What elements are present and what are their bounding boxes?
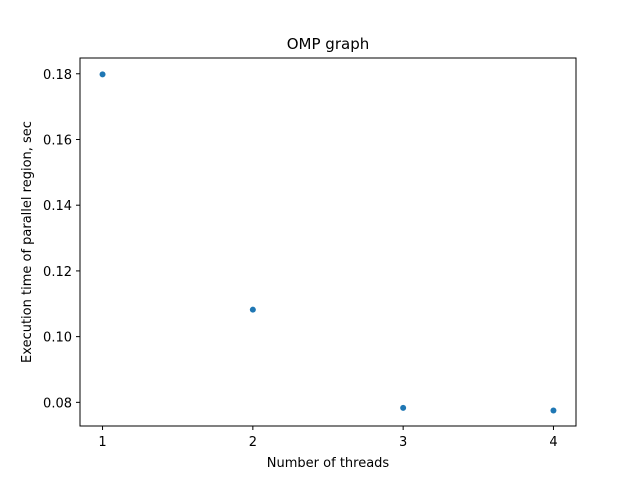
x-tick-label: 1 [98, 435, 106, 450]
y-tick-label: 0.10 [43, 331, 72, 346]
y-tick-label: 0.18 [43, 68, 72, 83]
y-axis-ticks: 0.08 0.10 0.12 0.14 0.16 0.18 [43, 68, 80, 411]
x-tick-label: 3 [399, 435, 407, 450]
data-points [99, 71, 557, 414]
y-tick-label: 0.14 [43, 199, 72, 214]
data-point [99, 71, 106, 78]
y-axis-label: Execution time of parallel region, sec [20, 121, 35, 363]
y-tick-label: 0.08 [43, 396, 72, 411]
y-tick-label: 0.16 [43, 133, 72, 148]
x-axis-label: Number of threads [267, 456, 390, 471]
x-tick-label: 2 [249, 435, 257, 450]
data-point [550, 407, 557, 414]
x-axis-ticks: 1 2 3 4 [98, 426, 558, 450]
x-tick-label: 4 [549, 435, 557, 450]
y-tick-label: 0.12 [43, 265, 72, 280]
plot-area [79, 57, 577, 427]
data-point [249, 306, 256, 313]
chart-title: OMP graph [287, 35, 369, 53]
data-point [400, 404, 407, 411]
